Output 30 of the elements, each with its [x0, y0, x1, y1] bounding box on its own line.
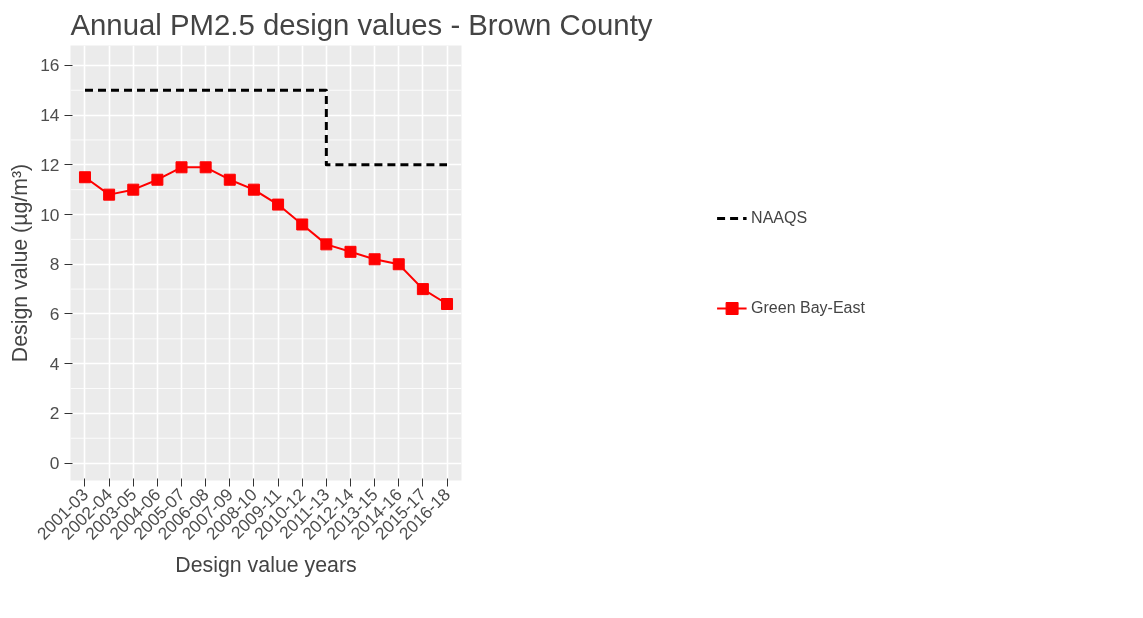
point	[416, 283, 429, 296]
point	[296, 218, 309, 231]
legend-label: NAAQS	[751, 208, 808, 227]
y-tick-label: 10	[40, 204, 60, 225]
point	[199, 161, 212, 174]
y-tick-label: 0	[49, 453, 60, 474]
y-tick-label: 12	[40, 154, 60, 175]
point	[78, 171, 91, 184]
y-tick-label: 2	[49, 403, 60, 424]
legend-label: Green Bay-East	[751, 298, 865, 317]
y-tick-label: 4	[49, 353, 60, 374]
y-tick-label: 16	[40, 55, 60, 76]
y-tick-label: 14	[40, 105, 60, 126]
point	[272, 198, 285, 211]
point	[320, 238, 333, 251]
point	[392, 258, 405, 271]
y-axis-title: Design value (µg/m³)	[8, 163, 33, 363]
point	[368, 253, 381, 266]
point	[441, 298, 454, 311]
y-tick-label: 8	[49, 254, 60, 275]
point	[175, 161, 188, 174]
point	[151, 173, 164, 186]
point	[247, 183, 260, 196]
x-axis-title: Design value years	[175, 552, 357, 577]
point	[344, 245, 357, 258]
point	[223, 173, 236, 186]
point	[127, 183, 140, 196]
point	[103, 188, 116, 201]
y-tick-label: 6	[49, 303, 60, 324]
chart-title: Annual PM2.5 design values - Brown County	[70, 7, 653, 41]
